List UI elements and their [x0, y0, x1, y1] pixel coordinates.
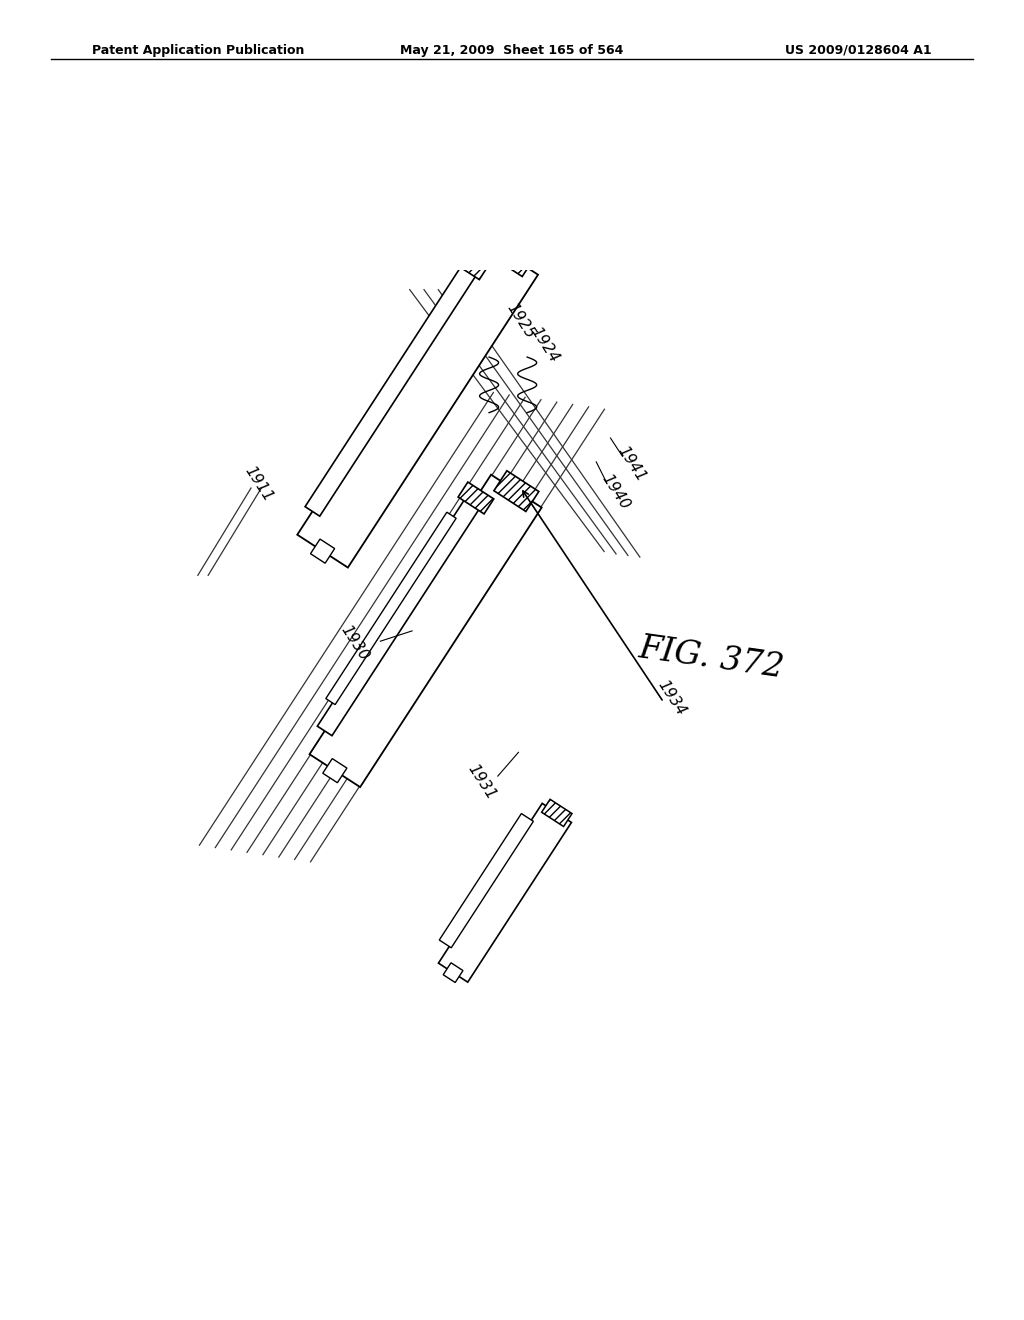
Text: Patent Application Publication: Patent Application Publication	[92, 44, 304, 57]
Polygon shape	[317, 494, 483, 735]
Text: US 2009/0128604 A1: US 2009/0128604 A1	[785, 44, 932, 57]
Text: 1940: 1940	[599, 471, 633, 512]
Polygon shape	[305, 260, 479, 516]
Text: 1925: 1925	[504, 301, 538, 342]
Polygon shape	[310, 539, 335, 564]
Polygon shape	[326, 512, 456, 705]
Polygon shape	[443, 962, 463, 982]
Text: 1911: 1911	[242, 463, 275, 504]
Polygon shape	[309, 475, 542, 787]
Text: 1934: 1934	[654, 678, 688, 719]
Polygon shape	[458, 482, 494, 513]
Text: 1941: 1941	[615, 444, 649, 484]
Text: FIG. 372: FIG. 372	[637, 632, 786, 685]
Polygon shape	[297, 242, 538, 568]
Text: 1924: 1924	[527, 325, 561, 366]
Text: May 21, 2009  Sheet 165 of 564: May 21, 2009 Sheet 165 of 564	[400, 44, 624, 57]
Polygon shape	[438, 804, 571, 982]
Polygon shape	[493, 240, 534, 276]
Polygon shape	[323, 759, 347, 783]
Polygon shape	[439, 813, 534, 948]
Polygon shape	[542, 800, 572, 826]
Polygon shape	[494, 471, 539, 511]
Text: 1930: 1930	[337, 622, 371, 663]
Text: 1931: 1931	[464, 762, 498, 803]
Polygon shape	[457, 251, 488, 280]
